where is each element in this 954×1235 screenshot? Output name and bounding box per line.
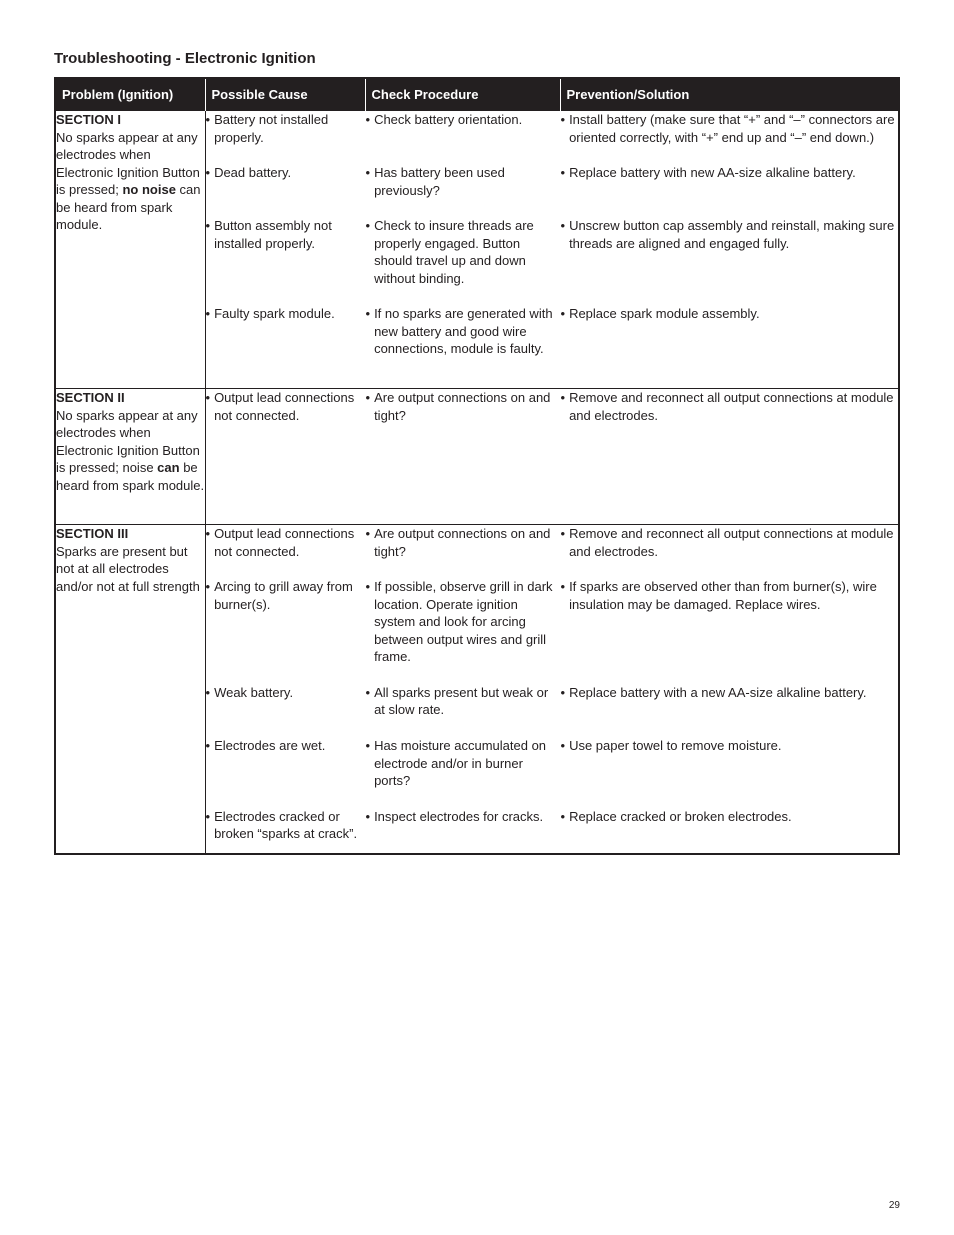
section-header: SECTION I — [56, 111, 205, 129]
page: Troubleshooting - Electronic Ignition Pr… — [0, 0, 954, 1235]
solution-cell: •Remove and reconnect all output connect… — [561, 389, 899, 424]
problem-text-bold: no noise — [122, 182, 175, 197]
cause-cell: •Electrodes cracked or broken “sparks at… — [206, 808, 366, 843]
table-row: SECTION II No sparks appear at any elect… — [55, 389, 899, 525]
problem-text-bold: can — [157, 460, 179, 475]
check-cell: •Has battery been used previously? — [366, 164, 561, 199]
table-header-row: Problem (Ignition) Possible Cause Check … — [55, 78, 899, 111]
cause-cell: •Output lead connections not connected. — [206, 525, 366, 560]
inner-row-spacer — [206, 843, 899, 853]
col-header-solution: Prevention/Solution — [560, 78, 899, 111]
section-header: SECTION II — [56, 389, 205, 407]
solution-cell: •Replace cracked or broken electrodes. — [561, 808, 899, 826]
problem-text-pre: Sparks are present but not at all electr… — [56, 544, 200, 594]
detail-cell-s1: •Battery not installed properly. •Check … — [205, 111, 899, 389]
solution-cell: •Replace battery with a new AA-size alka… — [561, 684, 899, 702]
detail-cell-s3: •Output lead connections not connected. … — [205, 525, 899, 854]
solution-cell: •Replace spark module assembly. — [561, 305, 899, 323]
inner-row: •Dead battery. •Has battery been used pr… — [206, 146, 899, 199]
table-row: SECTION III Sparks are present but not a… — [55, 525, 899, 854]
col-header-problem: Problem (Ignition) — [55, 78, 205, 111]
solution-cell: •If sparks are observed other than from … — [561, 578, 899, 613]
check-cell: •Inspect electrodes for cracks. — [366, 808, 561, 826]
solution-cell: •Remove and reconnect all output connect… — [561, 525, 899, 560]
cause-cell: •Arcing to grill away from burner(s). — [206, 578, 366, 613]
inner-row-spacer — [206, 424, 899, 524]
col-header-cause: Possible Cause — [205, 78, 365, 111]
check-cell: •Are output connections on and tight? — [366, 525, 561, 560]
solution-cell: •Install battery (make sure that “+” and… — [561, 111, 899, 146]
solution-cell: •Unscrew button cap assembly and reinsta… — [561, 217, 899, 252]
inner-row: •Electrodes cracked or broken “sparks at… — [206, 790, 899, 843]
col-header-check: Check Procedure — [365, 78, 560, 111]
detail-cell-s2: •Output lead connections not connected. … — [205, 389, 899, 525]
check-cell: •Check battery orientation. — [366, 111, 561, 129]
section-header: SECTION III — [56, 525, 205, 543]
page-number: 29 — [889, 1200, 900, 1211]
check-cell: •All sparks present but weak or at slow … — [366, 684, 561, 719]
problem-cell-s1: SECTION I No sparks appear at any electr… — [55, 111, 205, 389]
cause-cell: •Electrodes are wet. — [206, 737, 366, 755]
inner-table-s1: •Battery not installed properly. •Check … — [206, 111, 899, 388]
cause-cell: •Output lead connections not connected. — [206, 389, 366, 424]
inner-table-s3: •Output lead connections not connected. … — [206, 525, 899, 853]
cause-cell: •Button assembly not installed properly. — [206, 217, 366, 252]
check-cell: •Has moisture accumulated on electrode a… — [366, 737, 561, 790]
check-cell: •Are output connections on and tight? — [366, 389, 561, 424]
page-title: Troubleshooting - Electronic Ignition — [54, 50, 900, 67]
inner-row: •Output lead connections not connected. … — [206, 389, 899, 424]
cause-cell: •Battery not installed properly. — [206, 111, 366, 146]
cause-cell: •Weak battery. — [206, 684, 366, 702]
inner-row: •Electrodes are wet. •Has moisture accum… — [206, 719, 899, 790]
problem-cell-s3: SECTION III Sparks are present but not a… — [55, 525, 205, 854]
inner-row-spacer — [206, 358, 899, 388]
cause-cell: •Dead battery. — [206, 164, 366, 182]
cause-cell: •Faulty spark module. — [206, 305, 366, 323]
solution-cell: •Use paper towel to remove moisture. — [561, 737, 899, 755]
check-cell: •Check to insure threads are properly en… — [366, 217, 561, 287]
problem-cell-s2: SECTION II No sparks appear at any elect… — [55, 389, 205, 525]
inner-row: •Arcing to grill away from burner(s). •I… — [206, 560, 899, 666]
inner-row: •Weak battery. •All sparks present but w… — [206, 666, 899, 719]
solution-cell: •Replace battery with new AA-size alkali… — [561, 164, 899, 182]
check-cell: •If no sparks are generated with new bat… — [366, 305, 561, 358]
table-row: SECTION I No sparks appear at any electr… — [55, 111, 899, 389]
inner-row: •Battery not installed properly. •Check … — [206, 111, 899, 146]
inner-row: •Button assembly not installed properly.… — [206, 199, 899, 287]
inner-row: •Faulty spark module. •If no sparks are … — [206, 287, 899, 358]
inner-row: •Output lead connections not connected. … — [206, 525, 899, 560]
inner-table-s2: •Output lead connections not connected. … — [206, 389, 899, 524]
troubleshooting-table: Problem (Ignition) Possible Cause Check … — [54, 77, 900, 855]
check-cell: •If possible, observe grill in dark loca… — [366, 578, 561, 666]
